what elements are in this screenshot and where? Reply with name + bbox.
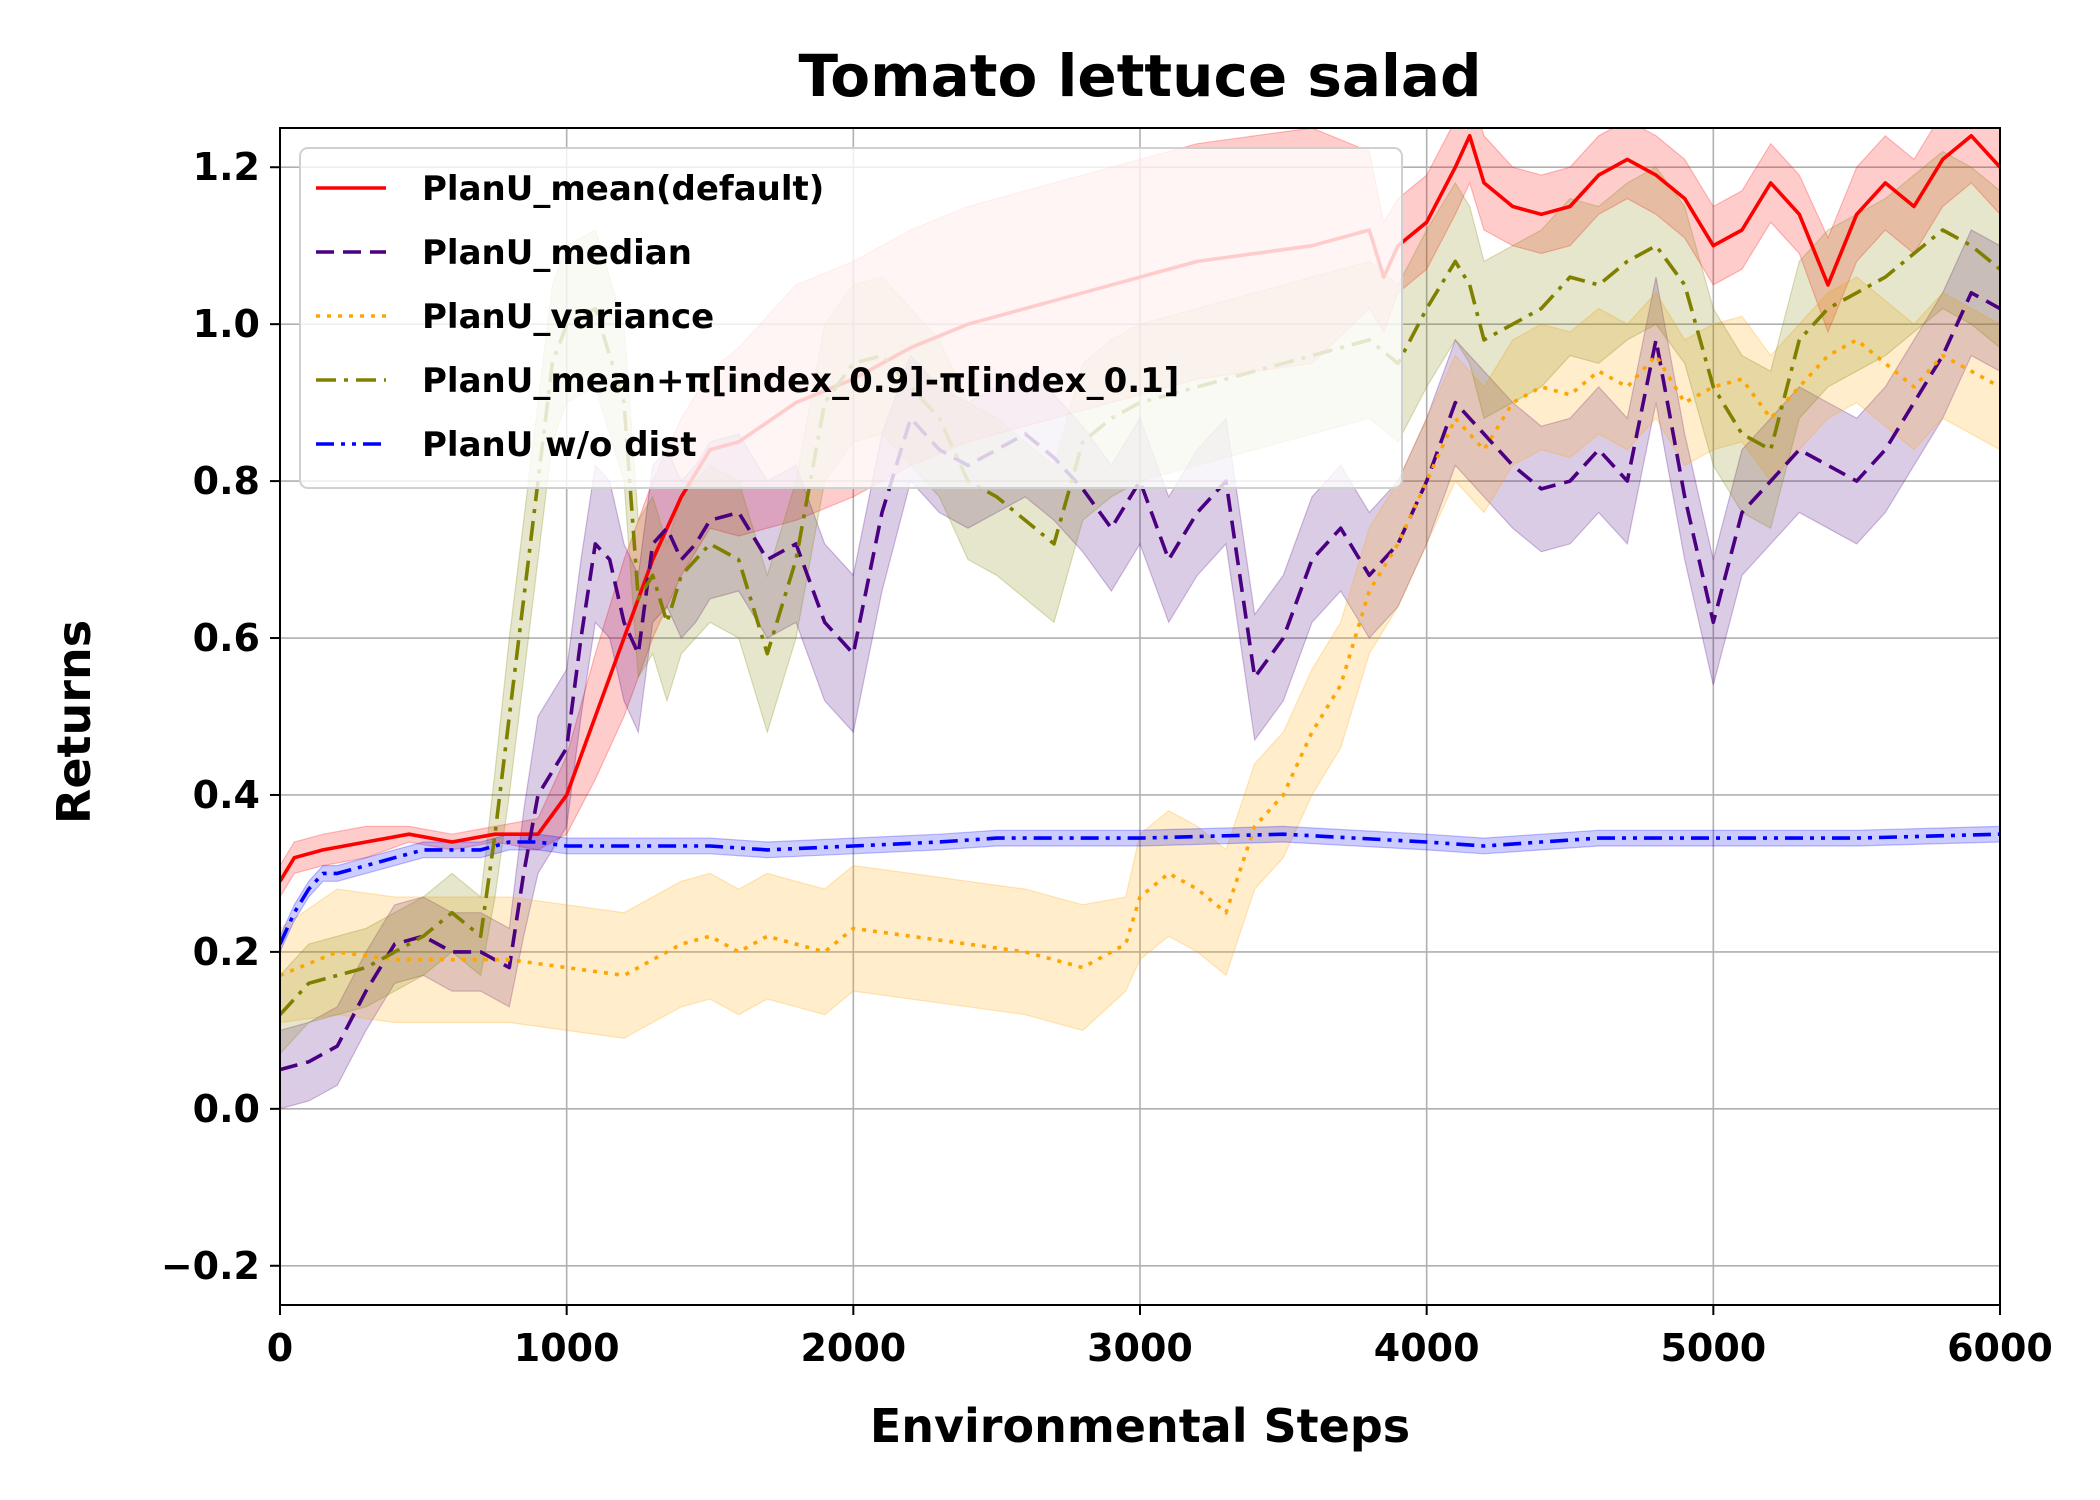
- band-series-4: [280, 825, 2000, 953]
- y-tick-label: −0.2: [161, 1244, 260, 1288]
- x-tick-label: 4000: [1374, 1326, 1480, 1370]
- y-tick-label: 1.0: [193, 302, 260, 346]
- legend-label: PlanU_median: [422, 233, 692, 273]
- legend-label: PlanU_variance: [422, 297, 714, 337]
- legend-label: PlanU w/o dist: [422, 425, 697, 465]
- x-tick-label: 3000: [1087, 1326, 1193, 1370]
- axis-ticks: 0 1000 2000 3000 4000 5000 6000 −0.2 0.0 0.2 0.4 0.…: [161, 145, 2053, 1370]
- y-tick-label: 0.4: [193, 773, 260, 817]
- x-tick-label: 1000: [514, 1326, 620, 1370]
- legend-box: [299, 147, 1403, 489]
- x-tick-label: 6000: [1947, 1326, 2053, 1370]
- line-series-4: [280, 832, 2000, 945]
- y-tick-label: 0.8: [193, 459, 260, 503]
- band-series-2: [280, 276, 2000, 1039]
- line-series-3: [280, 228, 2000, 1016]
- legend: PlanU_mean(default) PlanU_median PlanU_var…: [299, 147, 1403, 489]
- legend-label: PlanU_mean(default): [422, 169, 824, 209]
- legend-label: PlanU_mean+π[index_0.9]-π[index_0.1]: [422, 361, 1179, 401]
- chart-title: Tomato lettuce salad: [798, 42, 1481, 110]
- x-axis-label: Environmental Steps: [870, 1399, 1410, 1453]
- y-tick-label: 0.0: [193, 1087, 260, 1131]
- x-tick-label: 0: [267, 1326, 293, 1370]
- y-tick-label: 1.2: [193, 145, 260, 189]
- y-axis-label: Returns: [47, 620, 101, 824]
- line-series-2: [280, 338, 2000, 978]
- x-tick-label: 2000: [800, 1326, 906, 1370]
- x-tick-label: 5000: [1660, 1326, 1766, 1370]
- y-tick-label: 0.2: [193, 930, 260, 974]
- y-tick-label: 0.6: [193, 616, 260, 660]
